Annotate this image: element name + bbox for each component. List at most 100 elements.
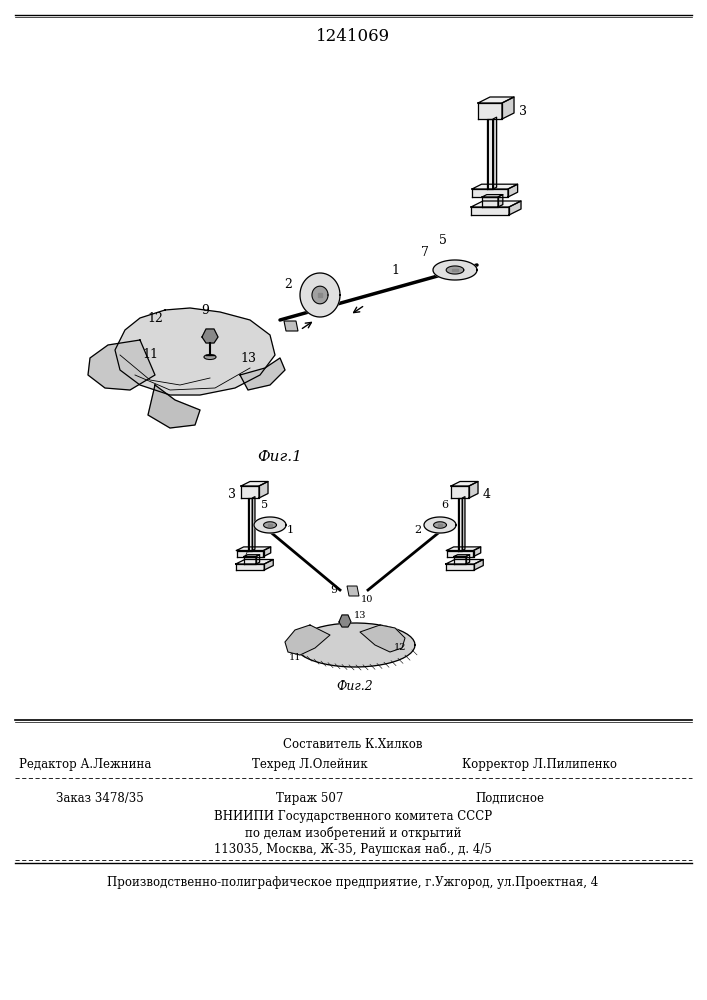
Polygon shape (360, 625, 405, 652)
Polygon shape (478, 103, 502, 119)
Polygon shape (482, 195, 503, 197)
Text: 10: 10 (361, 595, 373, 604)
Polygon shape (284, 321, 298, 331)
Polygon shape (472, 184, 518, 189)
Text: Производственно-полиграфическое предприятие, г.Ужгород, ул.Проектная, 4: Производственно-полиграфическое предприя… (107, 876, 599, 889)
Text: ВНИИПИ Государственного комитета СССР: ВНИИПИ Государственного комитета СССР (214, 810, 492, 823)
Polygon shape (202, 329, 218, 343)
Polygon shape (474, 560, 484, 570)
Polygon shape (241, 486, 259, 498)
Text: Фиг.1: Фиг.1 (257, 450, 303, 464)
Text: 12: 12 (394, 644, 407, 652)
Polygon shape (457, 498, 462, 550)
Polygon shape (237, 547, 271, 550)
Polygon shape (462, 497, 465, 550)
Polygon shape (300, 273, 340, 317)
Text: 5: 5 (439, 233, 447, 246)
Polygon shape (256, 555, 259, 564)
Polygon shape (474, 547, 481, 556)
Polygon shape (115, 308, 275, 395)
Text: 4: 4 (483, 488, 491, 501)
Polygon shape (264, 547, 271, 556)
Polygon shape (451, 482, 478, 486)
Polygon shape (447, 550, 474, 556)
Text: 1: 1 (391, 263, 399, 276)
Text: Редактор А.Лежнина: Редактор А.Лежнина (19, 758, 151, 771)
Polygon shape (347, 586, 359, 596)
Text: 1241069: 1241069 (316, 28, 390, 45)
Polygon shape (451, 486, 469, 498)
Polygon shape (452, 269, 457, 271)
Text: 11: 11 (288, 654, 301, 662)
Text: Тираж 507: Тираж 507 (276, 792, 344, 805)
Text: Техред Л.Олейник: Техред Л.Олейник (252, 758, 368, 771)
Polygon shape (424, 517, 456, 533)
Polygon shape (466, 555, 469, 564)
Text: Корректор Л.Пилипенко: Корректор Л.Пилипенко (462, 758, 617, 771)
Polygon shape (241, 482, 268, 486)
Polygon shape (433, 522, 446, 528)
Polygon shape (268, 524, 272, 526)
Text: Составитель К.Хилков: Составитель К.Хилков (284, 738, 423, 751)
Polygon shape (240, 358, 285, 390)
Polygon shape (469, 482, 478, 498)
Polygon shape (445, 564, 474, 570)
Text: 1: 1 (286, 525, 293, 535)
Polygon shape (244, 555, 259, 556)
Polygon shape (487, 119, 493, 189)
Polygon shape (447, 547, 481, 550)
Polygon shape (438, 524, 442, 526)
Polygon shape (454, 556, 466, 564)
Polygon shape (235, 560, 273, 564)
Polygon shape (247, 498, 252, 550)
Polygon shape (433, 260, 477, 280)
Polygon shape (454, 555, 469, 556)
Text: 7: 7 (242, 550, 248, 560)
Polygon shape (509, 201, 521, 215)
Text: 2: 2 (414, 525, 421, 535)
Text: Фиг.2: Фиг.2 (337, 680, 373, 693)
Text: 12: 12 (147, 312, 163, 324)
Text: Подписное: Подписное (476, 792, 544, 805)
Polygon shape (498, 195, 503, 207)
Polygon shape (235, 564, 264, 570)
Polygon shape (317, 293, 322, 297)
Polygon shape (254, 517, 286, 533)
Text: 9: 9 (330, 585, 337, 595)
Polygon shape (88, 340, 155, 390)
Polygon shape (285, 625, 330, 655)
Polygon shape (295, 623, 415, 667)
Text: 113035, Москва, Ж-35, Раушская наб., д. 4/5: 113035, Москва, Ж-35, Раушская наб., д. … (214, 842, 492, 856)
Text: 5: 5 (262, 500, 269, 510)
Polygon shape (252, 497, 255, 550)
Text: 9: 9 (201, 304, 209, 316)
Polygon shape (264, 560, 273, 570)
Text: 7: 7 (421, 245, 429, 258)
Polygon shape (502, 97, 514, 119)
Polygon shape (471, 207, 509, 215)
Text: 3: 3 (519, 105, 527, 118)
Text: 3: 3 (228, 488, 236, 501)
Text: 11: 11 (142, 349, 158, 361)
Polygon shape (259, 482, 268, 498)
Polygon shape (446, 266, 464, 274)
Polygon shape (482, 197, 498, 207)
Polygon shape (445, 560, 484, 564)
Polygon shape (508, 184, 518, 197)
Polygon shape (339, 615, 351, 627)
Polygon shape (472, 189, 508, 197)
Text: 13: 13 (240, 352, 256, 364)
Text: 2: 2 (284, 277, 292, 290)
Polygon shape (493, 117, 496, 189)
Polygon shape (244, 556, 256, 564)
Polygon shape (478, 97, 514, 103)
Ellipse shape (204, 355, 216, 360)
Text: 13: 13 (354, 610, 366, 619)
Polygon shape (237, 550, 264, 556)
Text: по делам изобретений и открытий: по делам изобретений и открытий (245, 826, 461, 840)
Polygon shape (312, 286, 328, 304)
Polygon shape (264, 522, 276, 528)
Polygon shape (148, 385, 200, 428)
Text: 6: 6 (441, 500, 448, 510)
Text: Заказ 3478/35: Заказ 3478/35 (56, 792, 144, 805)
